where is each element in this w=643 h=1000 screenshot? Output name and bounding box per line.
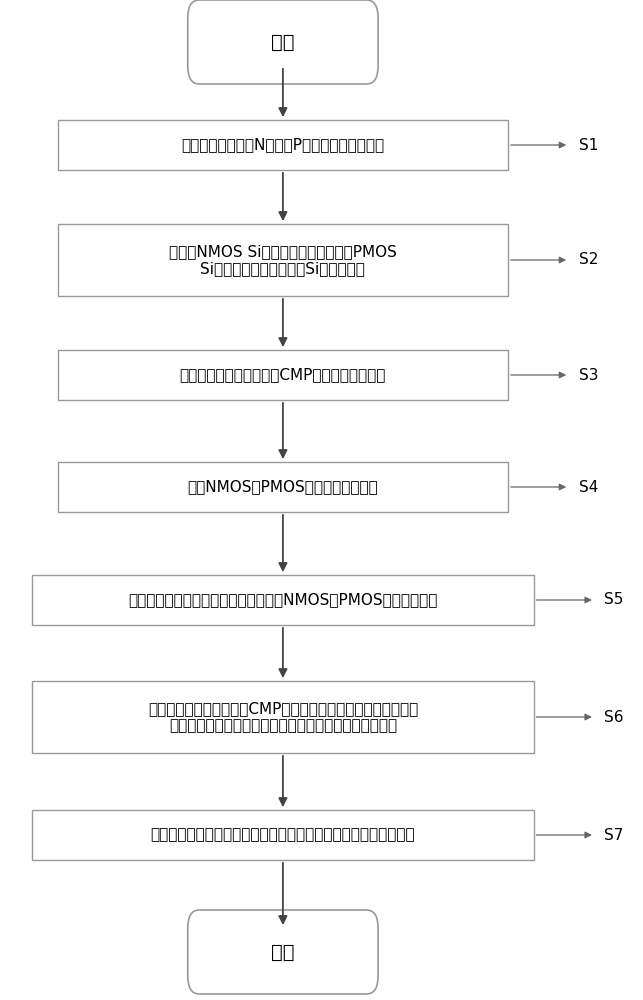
Text: S6: S6 <box>604 710 624 724</box>
Bar <box>58 350 508 400</box>
Bar <box>32 681 534 753</box>
Text: S4: S4 <box>579 480 598 494</box>
Text: 结束: 结束 <box>271 942 294 962</box>
FancyBboxPatch shape <box>188 910 378 994</box>
Text: S3: S3 <box>579 367 598 382</box>
Text: 开始: 开始 <box>271 32 294 51</box>
Bar <box>32 810 534 860</box>
Text: 进行栅氧化层和聚乙烯沉积，并刻蚀掉NMOS和PMOS之间的聚乙烯: 进行栅氧化层和聚乙烯沉积，并刻蚀掉NMOS和PMOS之间的聚乙烯 <box>128 592 438 607</box>
Text: 沉积氧化隔离层，并采用CMP工艺将顶部磨平，然后采用刻蚀工
艺，将氧化隔离层刻蚀到栅极的边缘，去掉露出的聚乙烯: 沉积氧化隔离层，并采用CMP工艺将顶部磨平，然后采用刻蚀工 艺，将氧化隔离层刻蚀… <box>148 701 418 733</box>
Text: S2: S2 <box>579 252 598 267</box>
Bar <box>58 120 508 170</box>
Text: S5: S5 <box>604 592 624 607</box>
Text: 再次沉积氧化隔离层，进行源极、漏极和栅极的制备，形成晶体管: 再次沉积氧化隔离层，进行源极、漏极和栅极的制备，形成晶体管 <box>150 828 415 842</box>
Text: 去掉NMOS和PMOS中间氧化物隔离层: 去掉NMOS和PMOS中间氧化物隔离层 <box>188 480 378 494</box>
Bar <box>58 224 508 296</box>
Text: S7: S7 <box>604 828 624 842</box>
Bar <box>32 575 534 625</box>
Bar <box>58 462 508 512</box>
FancyBboxPatch shape <box>188 0 378 84</box>
Text: 沉积氧化物隔离层并进行CMP工艺，将顶部磨平: 沉积氧化物隔离层并进行CMP工艺，将顶部磨平 <box>180 367 386 382</box>
Text: 分别在NMOS Si纳米线生长位置处以及PMOS
Si纳米线生长位置处进行Si纳米线生长: 分别在NMOS Si纳米线生长位置处以及PMOS Si纳米线生长位置处进行Si纳… <box>169 244 397 276</box>
Text: 在硅衬底上形成一N型井、P型井以及一浅沟隔离: 在硅衬底上形成一N型井、P型井以及一浅沟隔离 <box>181 137 385 152</box>
Text: S1: S1 <box>579 137 598 152</box>
